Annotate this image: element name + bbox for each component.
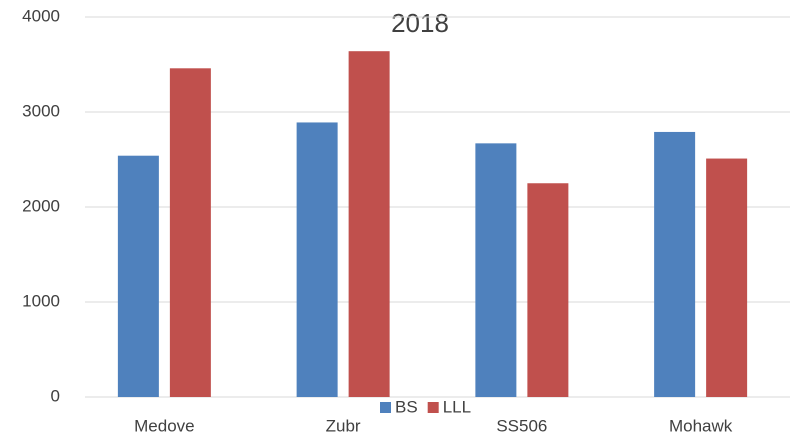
y-tick-label: 4000: [22, 6, 60, 25]
bar: [169, 68, 211, 398]
x-tick-label: Zubr: [326, 416, 361, 435]
y-tick-label: 2000: [22, 196, 60, 215]
legend-label: BS: [395, 397, 418, 416]
x-tick-label: SS506: [496, 416, 547, 435]
chart-title: 2018: [391, 8, 449, 38]
bar: [706, 158, 748, 397]
legend-label: LLL: [443, 397, 471, 416]
legend-swatch: [427, 402, 439, 413]
bar: [527, 183, 569, 397]
y-tick-label: 1000: [22, 291, 60, 310]
legend-swatch: [380, 402, 391, 413]
x-tick-label: Medove: [134, 416, 194, 435]
bar: [348, 51, 390, 397]
bar: [296, 122, 338, 397]
bar: [475, 143, 517, 397]
x-tick-label: Mohawk: [669, 416, 733, 435]
y-tick-label: 3000: [22, 101, 60, 120]
bar: [654, 131, 696, 397]
bar: [117, 155, 159, 397]
y-tick-label: 0: [51, 386, 60, 405]
